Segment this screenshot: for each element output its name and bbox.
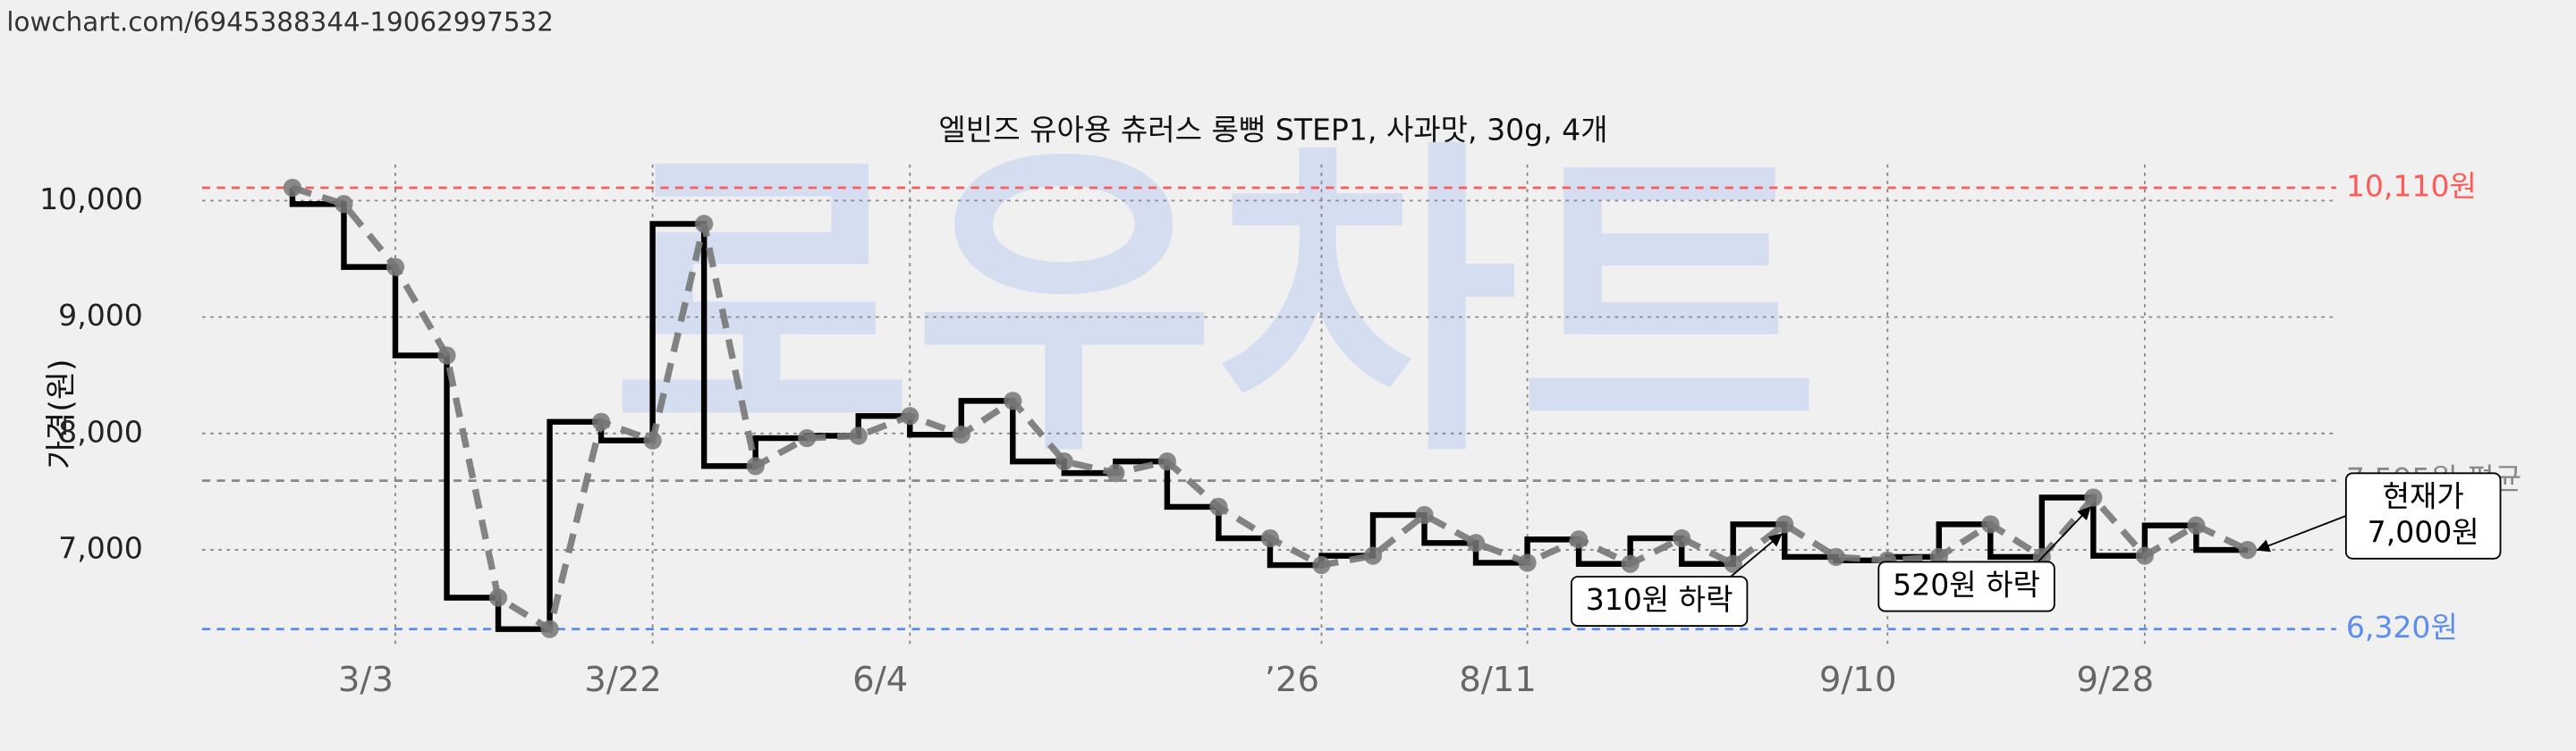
price-point: [1570, 530, 1589, 549]
price-point: [2238, 541, 2258, 560]
price-point: [1055, 452, 1073, 471]
reference-label: 10,110원: [2346, 169, 2477, 204]
price-point: [2187, 516, 2206, 535]
price-point: [952, 426, 970, 444]
price-point: [1775, 515, 1794, 534]
price-point: [1209, 497, 1228, 517]
y-tick-label: 8,000: [58, 414, 143, 449]
price-point: [1363, 546, 1383, 565]
price-point: [335, 195, 353, 214]
price-point: [1826, 547, 1845, 567]
price-point: [849, 426, 868, 445]
x-tick-label: 8/11: [1459, 660, 1537, 700]
price-point: [1312, 555, 1331, 575]
price-point: [1106, 464, 1125, 483]
price-point: [1518, 553, 1537, 572]
price-point: [2084, 488, 2103, 507]
x-tick-label: 3/3: [338, 660, 394, 700]
y-tick-label: 7,000: [58, 531, 143, 566]
reference-label: 6,320원: [2346, 610, 2458, 645]
price-point: [386, 257, 405, 276]
annotation-text: 현재가: [2383, 478, 2464, 513]
price-point: [695, 215, 714, 233]
price-point: [488, 588, 508, 607]
url: lowchart.com/6945388344-19062997532: [6, 7, 554, 38]
annotation-arrow: [2037, 506, 2091, 563]
price-point: [1004, 392, 1022, 410]
price-point: [1415, 505, 1434, 525]
annotation-box: [1877, 561, 2055, 612]
annotation-text: 520원 하락: [1893, 568, 2040, 603]
price-point: [540, 620, 559, 638]
price-point: [1673, 528, 1691, 548]
price-point: [2135, 546, 2154, 565]
x-tick-label: ’26: [1265, 660, 1319, 700]
annotation-box: [1570, 576, 1749, 628]
y-tick-label: 10,000: [39, 181, 143, 216]
annotation-box: [2344, 472, 2502, 560]
price-point: [1260, 528, 1280, 548]
price-point: [591, 412, 611, 431]
price-point: [283, 178, 302, 198]
chart-title: 엘빈즈 유아용 츄러스 롱뻥 STEP1, 사과맛, 30g, 4개: [938, 113, 1607, 148]
annotation-arrow: [1730, 533, 1783, 578]
price-point: [798, 428, 817, 448]
annotation-arrow: [2256, 515, 2347, 553]
price-point: [1724, 554, 1742, 573]
annotation-text: 310원 하락: [1586, 582, 1733, 617]
price-point: [1621, 554, 1640, 573]
price-point: [746, 457, 765, 476]
annotation-text: 7,000원: [2368, 515, 2479, 550]
x-tick-label: 3/22: [584, 660, 662, 700]
price-point: [437, 346, 456, 365]
price-point: [643, 431, 662, 450]
x-tick-label: 9/10: [1819, 660, 1897, 700]
price-point: [1466, 534, 1486, 553]
y-axis-label: 가격(원): [44, 359, 80, 468]
y-tick-label: 9,000: [58, 298, 143, 333]
price-point: [901, 407, 919, 426]
x-tick-label: 9/28: [2077, 660, 2155, 700]
price-point: [1981, 515, 2000, 534]
x-tick-label: 6/4: [852, 660, 908, 700]
price-point: [1157, 452, 1176, 471]
